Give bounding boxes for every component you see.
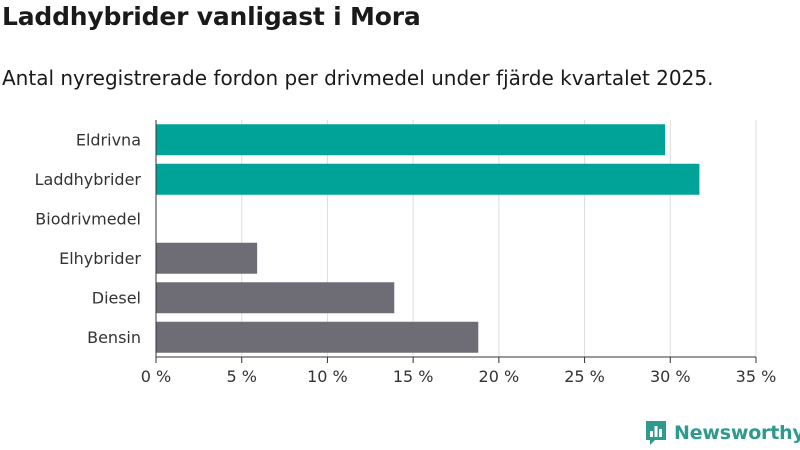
category-label-laddhybrider: Laddhybrider bbox=[35, 170, 142, 189]
bar-elhybrider bbox=[156, 242, 258, 274]
bar-bensin bbox=[156, 321, 479, 353]
category-label-biodrivmedel: Biodrivmedel bbox=[35, 209, 141, 228]
bar-chart-icon bbox=[646, 421, 666, 445]
category-label-elhybrider: Elhybrider bbox=[59, 249, 141, 268]
x-tick-label-7: 35 % bbox=[736, 367, 777, 386]
x-tick-label-3: 15 % bbox=[393, 367, 434, 386]
bar-laddhybrider bbox=[156, 163, 700, 195]
x-tick-label-1: 5 % bbox=[226, 367, 256, 386]
category-label-bensin: Bensin bbox=[87, 328, 141, 347]
bar-diesel bbox=[156, 282, 395, 314]
x-tick-label-6: 30 % bbox=[650, 367, 691, 386]
chart-title: Laddhybrider vanligast i Mora bbox=[2, 2, 421, 31]
bar-eldrivna bbox=[156, 124, 666, 156]
category-label-diesel: Diesel bbox=[92, 288, 141, 307]
logo-text: Newsworthy bbox=[674, 422, 800, 444]
chart-subtitle: Antal nyregistrerade fordon per drivmede… bbox=[2, 66, 714, 90]
x-tick-label-0: 0 % bbox=[141, 367, 171, 386]
category-label-eldrivna: Eldrivna bbox=[76, 130, 141, 149]
x-tick-label-4: 20 % bbox=[479, 367, 520, 386]
x-tick-label-5: 25 % bbox=[564, 367, 605, 386]
newsworthy-logo: Newsworthy bbox=[644, 418, 800, 448]
x-tick-label-2: 10 % bbox=[307, 367, 348, 386]
